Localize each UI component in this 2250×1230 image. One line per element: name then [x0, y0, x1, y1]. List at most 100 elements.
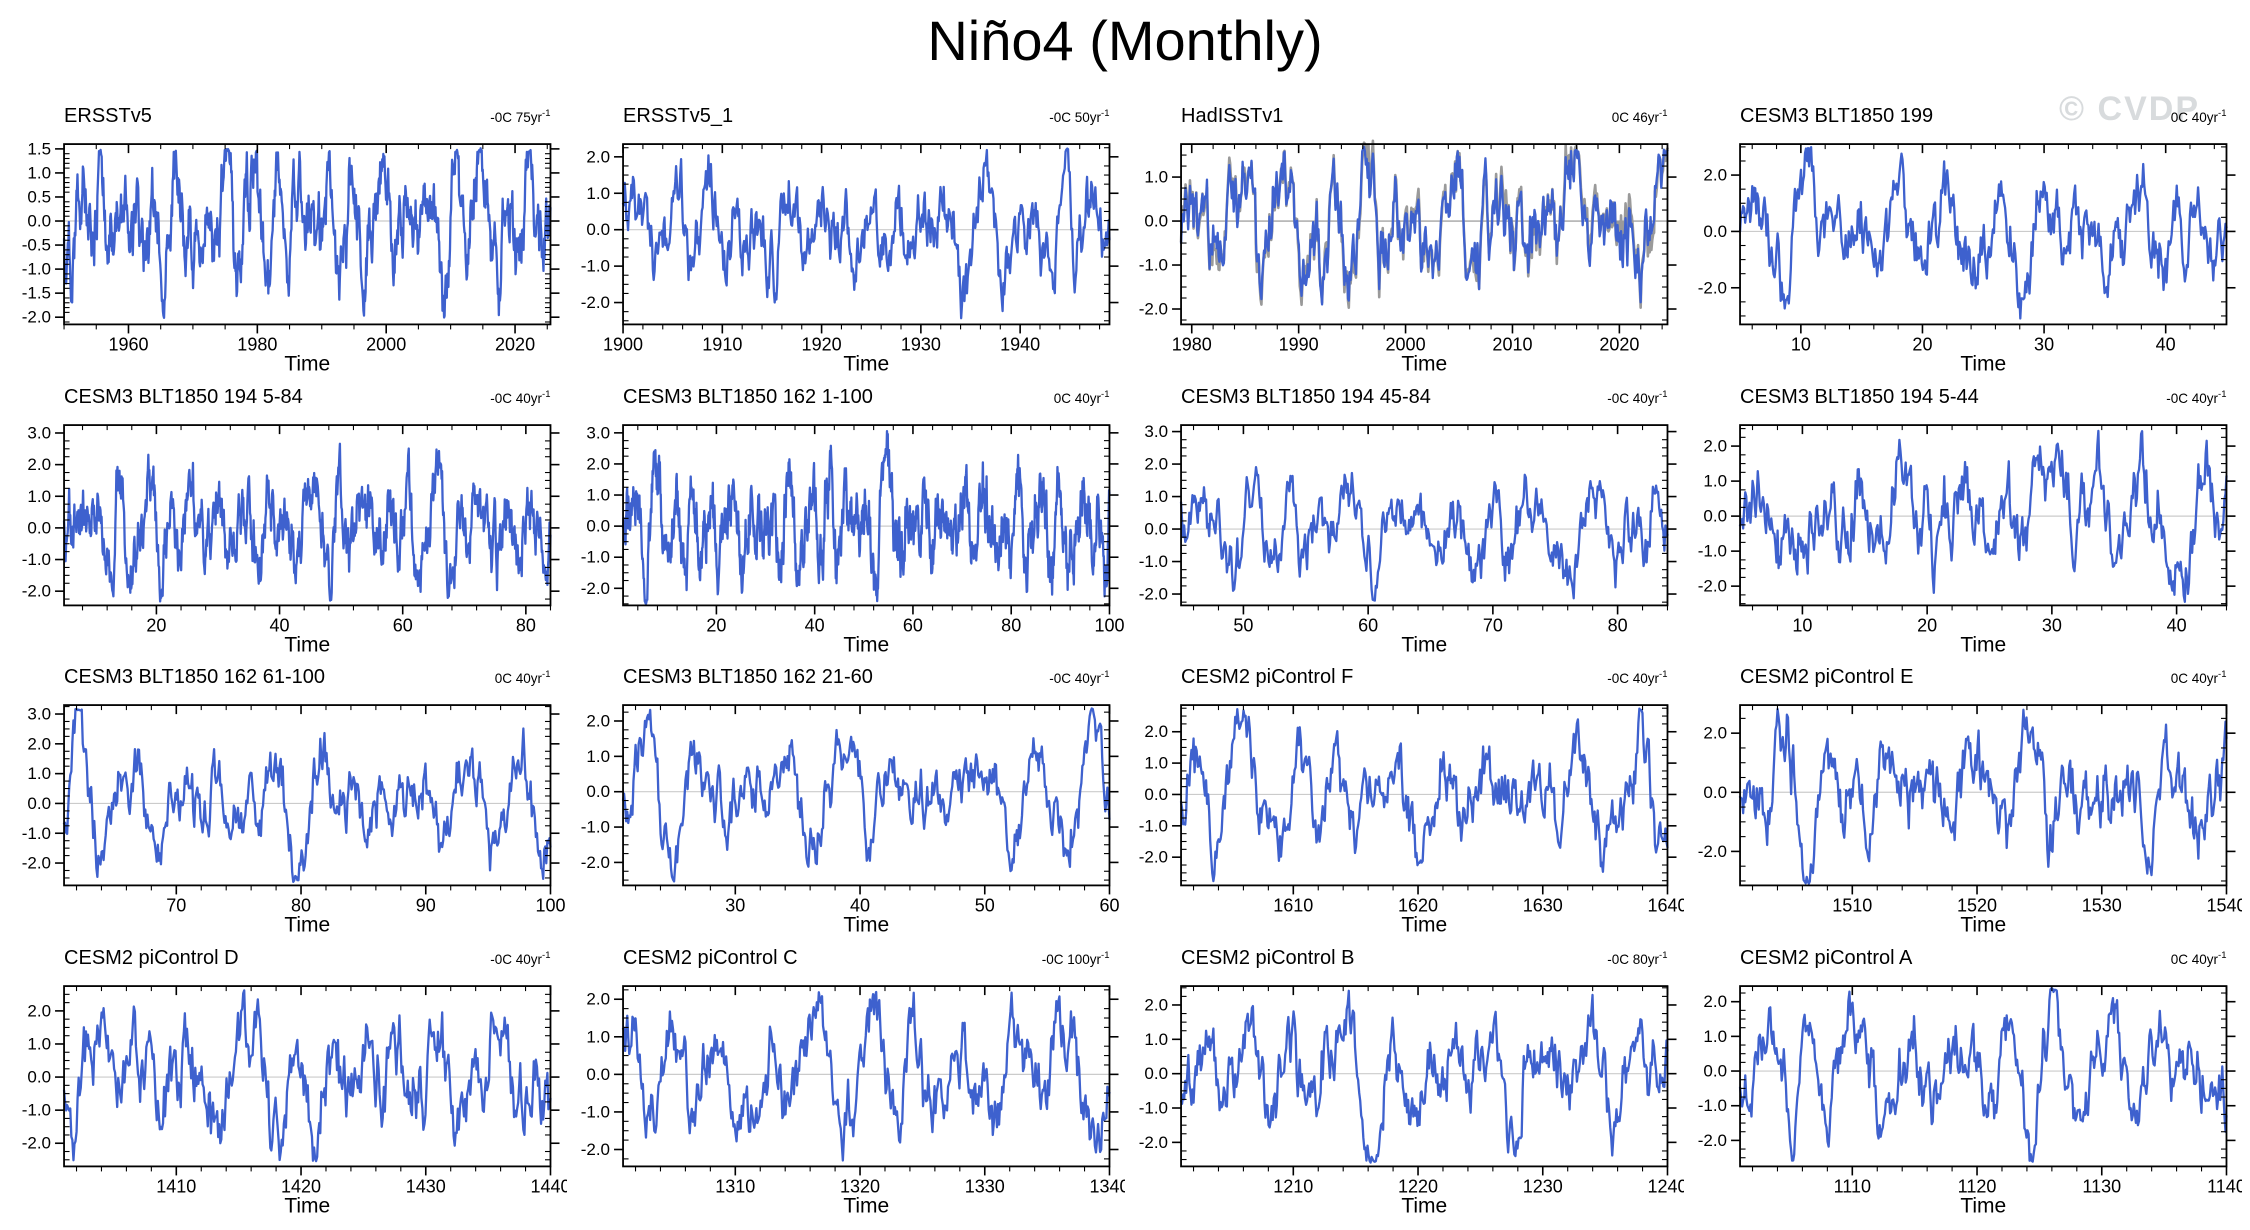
chart-panel-15: 1210 1220 1230 1240 2.0 1.0 0.0 -1.0 -2.0 CESM2 p… [1125, 940, 1684, 1221]
x-tick-label: 1240 [1647, 1176, 1683, 1196]
y-tick-label: 1.0 [1703, 471, 1727, 490]
plot-frame [1738, 984, 2227, 1167]
x-tick-label: 1520 [1957, 895, 1997, 915]
series-line [621, 707, 1111, 883]
y-tick-label: 2.0 [1703, 436, 1727, 455]
x-tick-label: 10 [1792, 615, 1812, 635]
y-tick-label: -1.0 [1139, 1098, 1168, 1117]
y-tick-label: 0.0 [1703, 783, 1727, 802]
panel-rate-annotation: 0C 40yr-1 [2170, 108, 2226, 125]
y-tick-label: -1.0 [580, 257, 609, 276]
timeseries-plot: 50 60 70 80 3.0 2.0 1.0 0.0 -1.0 -2.0 CESM3 BLT185… [1139, 386, 1677, 656]
timeseries-plot: 1980 1990 2000 2010 2020 1.0 0.0 -1.0 -2.0 HadISS… [1139, 105, 1677, 375]
y-tick-label: 0.0 [586, 516, 610, 535]
chart-panel-14: 1310 1320 1330 1340 2.0 1.0 0.0 -1.0 -2.0 CESM2 p… [567, 940, 1125, 1221]
x-tick-label: 2000 [366, 334, 406, 354]
x-tick-label: 1420 [281, 1176, 321, 1196]
y-tick-label: 1.0 [27, 163, 51, 182]
x-axis-label: Time [843, 913, 889, 936]
x-tick-label: 1940 [1000, 334, 1040, 354]
x-tick-label: 2020 [495, 334, 535, 354]
timeseries-plot: 1210 1220 1230 1240 2.0 1.0 0.0 -1.0 -2.0 CESM2 p… [1139, 947, 1684, 1217]
chart-panel-1: 1960 1980 2000 2020 1.5 1.0 0.5 0.0 -0.5 -1.0 -1.5… [8, 98, 567, 379]
chart-panel-6: 20 40 60 80 100 3.0 2.0 1.0 0.0 -1.0 -2.0 CESM3 BLT… [567, 379, 1126, 660]
series-line [1179, 707, 1669, 883]
plot-frame [621, 423, 1110, 606]
timeseries-plot: 1960 1980 2000 2020 1.5 1.0 0.5 0.0 -0.5 -1.0 -1.5… [22, 105, 560, 375]
panel-title: CESM2 piControl E [1740, 666, 1913, 688]
x-tick-label: 1310 [715, 1176, 755, 1196]
x-tick-label: 1920 [801, 334, 841, 354]
y-tick-label: 2.0 [27, 455, 51, 474]
y-tick-label: 1.0 [1144, 754, 1168, 773]
x-tick-label: 100 [1094, 615, 1124, 635]
timeseries-plot: 1900 1910 1920 1930 1940 2.0 1.0 0.0 -1.0 -2.0 ERS… [580, 105, 1118, 375]
y-tick-label: -1.0 [1139, 816, 1168, 835]
series-line [1179, 989, 1669, 1164]
x-tick-label: 1980 [1172, 334, 1212, 354]
x-tick-label: 1510 [1832, 895, 1872, 915]
y-tick-label: 1.0 [586, 485, 610, 504]
page-title: Niño4 (Monthly) [927, 9, 1323, 72]
x-tick-label: 1320 [840, 1176, 880, 1196]
x-axis-label: Time [1401, 352, 1447, 375]
chart-panel-4: 10 20 30 40 2.0 0.0 -2.0 CESM3 BLT1850 199 0C 40… [1684, 98, 2243, 379]
y-tick-label: 0.0 [1144, 212, 1168, 231]
panel-rate-annotation: -0C 40yr-1 [2166, 389, 2226, 406]
x-tick-label: 1540 [2206, 895, 2242, 915]
x-axis-label: Time [1960, 913, 2006, 936]
y-tick-label: 0.0 [1144, 785, 1168, 804]
timeseries-plot: 1610 1620 1630 1640 2.0 1.0 0.0 -1.0 -2.0 CESM2 p… [1139, 666, 1684, 936]
plot-frame [1180, 423, 1669, 606]
y-tick-label: 2.0 [1703, 992, 1727, 1011]
x-tick-label: 30 [2034, 334, 2054, 354]
series-line [1738, 429, 2228, 603]
y-tick-label: -1.0 [580, 547, 609, 566]
y-tick-label: 3.0 [1144, 422, 1168, 441]
timeseries-plot: 1310 1320 1330 1340 2.0 1.0 0.0 -1.0 -2.0 CESM2 p… [580, 947, 1125, 1217]
y-tick-label: 0.0 [27, 1067, 51, 1086]
y-tick-label: 2.0 [586, 147, 610, 166]
y-tick-label: 1.0 [1144, 168, 1168, 187]
plot-frame [63, 143, 552, 326]
chart-panel-11: 1610 1620 1630 1640 2.0 1.0 0.0 -1.0 -2.0 CESM2 p… [1125, 659, 1684, 940]
y-tick-label: 1.0 [1144, 1029, 1168, 1048]
panel-rate-annotation: 0C 40yr-1 [1053, 389, 1109, 406]
x-axis-label: Time [1401, 633, 1447, 656]
x-axis-label: Time [1960, 633, 2006, 656]
x-tick-label: 80 [516, 615, 536, 635]
y-tick-label: 1.0 [27, 764, 51, 783]
y-tick-label: 0.0 [586, 1064, 610, 1083]
panel-title: CESM2 piControl D [64, 947, 239, 969]
y-tick-label: 1.0 [586, 184, 610, 203]
y-tick-label: 0.5 [27, 187, 51, 206]
chart-panel-7: 50 60 70 80 3.0 2.0 1.0 0.0 -1.0 -2.0 CESM3 BLT185… [1125, 379, 1684, 660]
y-tick-label: 0.0 [27, 794, 51, 813]
panel-title: HadISSTv1 [1181, 105, 1283, 127]
y-tick-label: -2.0 [1697, 1130, 1726, 1149]
panel-title: CESM3 BLT1850 162 61-100 [64, 666, 325, 688]
y-tick-label: 2.0 [27, 1001, 51, 1020]
timeseries-plot: 10 20 30 40 2.0 0.0 -2.0 CESM3 BLT1850 199 0C 40… [1697, 105, 2235, 375]
chart-panel-12: 1510 1520 1530 1540 2.0 0.0 -2.0 CESM2 piContro… [1684, 659, 2242, 940]
y-tick-label: -2.0 [1139, 584, 1168, 603]
y-tick-label: 3.0 [27, 423, 51, 442]
y-tick-label: 0.0 [1703, 222, 1727, 241]
y-tick-label: -2.0 [1697, 576, 1726, 595]
x-tick-label: 1430 [406, 1176, 446, 1196]
timeseries-plot: 30 40 50 60 2.0 1.0 0.0 -1.0 -2.0 CESM3 BLT1850 1… [580, 666, 1119, 936]
y-tick-label: 2.0 [1144, 454, 1168, 473]
x-tick-label: 80 [1001, 615, 1021, 635]
x-tick-label: 2010 [1492, 334, 1532, 354]
x-tick-label: 1900 [603, 334, 643, 354]
y-tick-label: -1.0 [1697, 541, 1726, 560]
x-tick-label: 40 [270, 615, 290, 635]
panel-rate-annotation: 0C 46yr-1 [1612, 108, 1668, 125]
x-tick-label: 90 [416, 895, 436, 915]
x-tick-label: 60 [1358, 615, 1378, 635]
x-tick-label: 20 [1912, 334, 1932, 354]
x-tick-label: 50 [974, 895, 994, 915]
timeseries-plot: 20 40 60 80 3.0 2.0 1.0 0.0 -1.0 -2.0 CESM3 BLT185… [22, 386, 560, 656]
y-tick-label: -1.0 [22, 824, 51, 843]
x-tick-label: 1610 [1273, 895, 1313, 915]
